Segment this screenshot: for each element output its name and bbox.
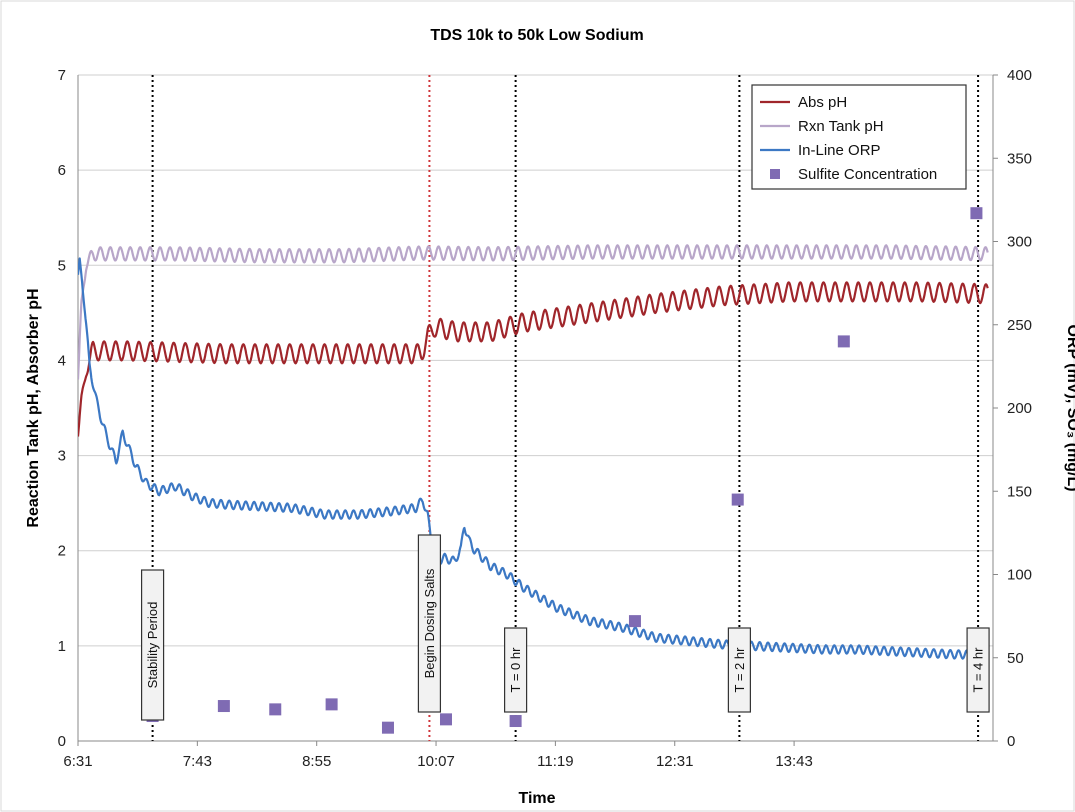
x-tick-label: 6:31 bbox=[63, 753, 92, 770]
sulfite-point-3 bbox=[325, 698, 338, 711]
y-right-tick-label: 400 bbox=[1007, 67, 1032, 84]
y-right-tick-label: 0 bbox=[1007, 733, 1015, 750]
sulfite-point-2 bbox=[269, 703, 282, 716]
sulfite-point-1 bbox=[217, 700, 230, 713]
y-left-tick-label: 6 bbox=[58, 162, 66, 179]
series-line-in-line-orp bbox=[78, 257, 989, 660]
y-right-tick-label: 100 bbox=[1007, 567, 1032, 584]
y-left-tick-label: 5 bbox=[58, 257, 66, 274]
y-left-tick-label: 7 bbox=[58, 67, 66, 84]
x-tick-label: 8:55 bbox=[302, 753, 331, 770]
y-right-tick-label: 50 bbox=[1007, 650, 1024, 667]
series-line-abs-ph bbox=[78, 281, 989, 437]
x-tick-label: 11:19 bbox=[537, 753, 573, 770]
legend-label-2: In-Line ORP bbox=[798, 142, 881, 159]
x-axis-title: Time bbox=[518, 790, 555, 807]
sulfite-point-4 bbox=[381, 721, 394, 734]
sulfite-point-8 bbox=[731, 493, 744, 506]
y-right-tick-label: 250 bbox=[1007, 317, 1032, 334]
legend-label-3: Sulfite Concentration bbox=[798, 166, 937, 183]
y-left-tick-label: 1 bbox=[58, 638, 66, 655]
legend-swatch-3 bbox=[770, 169, 780, 179]
x-tick-label: 12:31 bbox=[656, 753, 694, 770]
y-right-tick-label: 350 bbox=[1007, 150, 1032, 167]
legend-label-0: Abs pH bbox=[798, 94, 847, 111]
chart-title: TDS 10k to 50k Low Sodium bbox=[430, 27, 643, 44]
marker-label-2: T = 0 hr bbox=[508, 647, 523, 693]
marker-label-1: Begin Dosing Salts bbox=[422, 568, 437, 678]
marker-label-box-4 bbox=[966, 627, 990, 713]
x-tick-label: 10:07 bbox=[417, 753, 455, 770]
y-axis-right-title: ORP (mV), SO₃ (mg/L) bbox=[1064, 324, 1075, 491]
y-left-tick-label: 3 bbox=[58, 448, 66, 465]
sulfite-point-5 bbox=[439, 713, 452, 726]
marker-label-box-1 bbox=[417, 534, 442, 713]
y-left-tick-label: 4 bbox=[58, 352, 66, 369]
marker-label-box-2 bbox=[504, 627, 528, 713]
y-left-tick-label: 0 bbox=[58, 733, 66, 750]
sulfite-point-6 bbox=[509, 715, 522, 728]
y-axis-left-title: Reaction Tank pH, Absorber pH bbox=[25, 288, 42, 527]
y-right-tick-label: 200 bbox=[1007, 400, 1032, 417]
sulfite-point-9 bbox=[837, 335, 850, 348]
marker-label-box-3 bbox=[727, 627, 751, 713]
marker-label-0: Stability Period bbox=[145, 602, 160, 689]
x-tick-label: 7:43 bbox=[183, 753, 212, 770]
marker-label-box-0 bbox=[140, 569, 165, 721]
sulfite-point-7 bbox=[628, 615, 641, 628]
sulfite-point-10 bbox=[970, 207, 983, 220]
legend-label-1: Rxn Tank pH bbox=[798, 118, 884, 135]
y-right-tick-label: 150 bbox=[1007, 483, 1032, 500]
y-right-tick-label: 300 bbox=[1007, 234, 1032, 251]
x-tick-label: 13:43 bbox=[775, 753, 813, 770]
marker-label-4: T = 4 hr bbox=[971, 647, 986, 693]
marker-label-3: T = 2 hr bbox=[732, 647, 747, 693]
y-left-tick-label: 2 bbox=[58, 543, 66, 560]
series-line-rxn-tank-ph bbox=[78, 244, 989, 380]
